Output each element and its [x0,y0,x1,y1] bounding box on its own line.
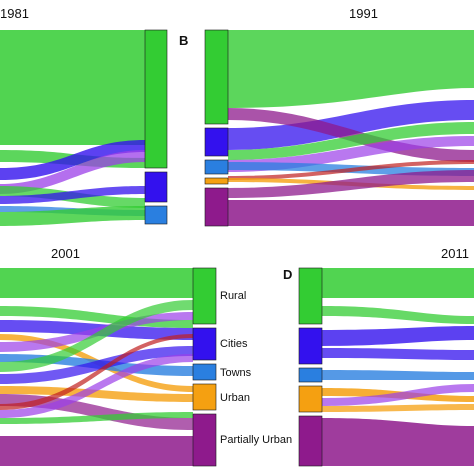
panel-c: Rural Cities Towns Urban Partially Urban… [0,246,292,467]
flow [0,186,145,204]
flow [0,312,193,352]
flow [0,394,193,430]
panel-a-nodes [144,29,168,225]
panel-a-year: 1981 [0,6,29,21]
node-cities [192,327,217,361]
flow [228,122,474,160]
panel-d-letter: D [283,267,292,282]
panel-c-year: 2001 [51,246,80,261]
node-rural [298,267,323,325]
panel-b-letter: B [179,33,188,48]
flow [322,348,474,360]
flow [228,100,474,150]
node-labels: Rural Cities Towns Urban Partially Urban [220,290,292,446]
node-rural [144,29,168,169]
flow [0,300,193,372]
flow [322,268,474,298]
panel-b: B 1991 [179,6,474,227]
node-partially-urban [298,415,323,467]
flow [228,30,474,108]
node-urban [298,385,323,413]
panel-a: 1981 [0,6,168,226]
node-urban [192,383,217,411]
label-partially-urban: Partially Urban [220,434,292,446]
label-urban: Urban [220,392,250,404]
node-rural [204,29,229,125]
node-towns [192,363,217,381]
flow [228,200,474,226]
node-towns [144,205,168,225]
flow [322,306,474,324]
node-urban [204,177,229,185]
flow [0,150,145,194]
flow [0,268,193,298]
panel-b-nodes [204,29,229,227]
panel-d: D 2011 [283,246,474,467]
panel-d-year: 2011 [441,246,469,261]
flow [0,346,193,384]
node-rural [192,267,217,325]
flow [322,326,474,346]
flow [322,384,474,406]
flow [228,160,474,180]
flow [322,404,474,412]
node-cities [298,327,323,365]
flow [228,170,474,198]
node-cities [144,171,168,203]
panel-c-flows [0,268,193,466]
label-rural: Rural [220,290,246,302]
node-partially-urban [204,187,229,227]
panel-c-nodes [192,267,217,467]
node-cities [204,127,229,157]
label-cities: Cities [220,338,248,350]
flow [0,30,145,145]
flow [0,354,193,418]
flow [322,370,474,380]
label-towns: Towns [220,367,252,379]
node-towns [204,159,229,175]
node-partially-urban [192,413,217,467]
flow [322,418,474,466]
flow [0,386,193,402]
flow [0,206,145,226]
panel-d-nodes [298,267,323,467]
panel-b-year: 1991 [349,6,378,21]
flow [0,140,145,180]
flow [0,334,193,410]
panel-b-flows [228,30,474,226]
panel-a-flows [0,30,145,226]
flow [0,412,193,424]
node-towns [298,367,323,383]
flow [0,436,193,466]
panel-d-flows [322,268,474,466]
